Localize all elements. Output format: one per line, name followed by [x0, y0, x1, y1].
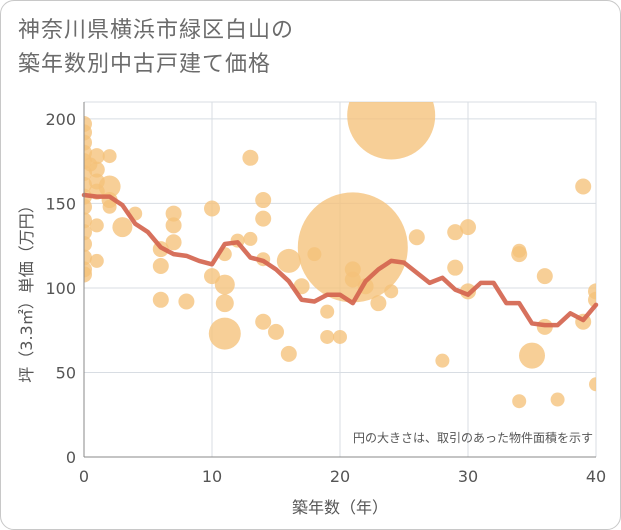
bubble-16: [88, 148, 105, 165]
bubble-39: [215, 294, 234, 313]
tick-labels: 0 10 20 30 40 0 50 100 150 200: [45, 110, 606, 486]
trend-line: [81, 192, 599, 328]
bubble-61: [384, 284, 399, 299]
bubble-80: [589, 377, 596, 392]
bubble-25: [102, 199, 117, 214]
bubble-66: [447, 259, 464, 276]
chart-title: 神奈川県横浜市緑区白山の 築年数別中古戸建て価格: [18, 14, 418, 82]
bubble-73: [536, 268, 553, 285]
bubble-65: [447, 224, 464, 241]
x-tick-label-0: 0: [79, 467, 89, 486]
bubble-31: [165, 205, 182, 222]
bubble-60: [370, 295, 387, 312]
bubble-53: [320, 304, 335, 319]
chart-title-line1: 神奈川県横浜市緑区白山の: [18, 18, 295, 43]
bubble-8: [84, 198, 92, 215]
bubble-48: [268, 323, 284, 340]
bubble-23: [98, 175, 121, 198]
bubble-70: [511, 246, 528, 263]
bubble-62: [347, 102, 436, 160]
bubble-26: [112, 217, 133, 238]
trend-series: [81, 192, 599, 328]
chart-title-line2: 築年数別中古戸建て価格: [18, 52, 272, 77]
x-tick-label-4: 40: [586, 467, 606, 486]
y-tick-label-2: 100: [45, 279, 76, 298]
bubble-56: [297, 192, 408, 303]
bubble-20: [89, 218, 104, 233]
x-axis-label: 築年数（年）: [292, 498, 388, 517]
bubble-21: [89, 253, 104, 268]
bubble-series: [84, 102, 596, 409]
bubble-63: [408, 229, 425, 246]
bubble-45: [255, 210, 272, 227]
bubble-55: [333, 329, 347, 344]
axes: [83, 102, 596, 458]
bubble-22: [102, 149, 117, 164]
bubble-33: [165, 234, 182, 251]
y-tick-label-3: 150: [45, 194, 76, 213]
bubble-54: [320, 329, 335, 344]
x-tick-label-2: 20: [330, 467, 350, 486]
bubble-34: [178, 293, 195, 310]
bubble-30: [152, 291, 169, 308]
bubble-72: [519, 342, 545, 369]
bubble-75: [550, 392, 565, 407]
y-axis-label: 坪（3.3㎡）単価（万円）: [17, 197, 36, 382]
bubble-49: [276, 248, 301, 273]
bubble-43: [243, 231, 258, 246]
size-note: 円の大きさは、取引のあった物件面積を示す: [353, 430, 593, 445]
y-tick-label-0: 0: [66, 448, 76, 467]
bubble-67: [460, 219, 476, 236]
x-tick-label-1: 10: [202, 467, 222, 486]
bubble-40: [208, 317, 241, 350]
bubble-44: [255, 192, 272, 209]
bubble-47: [255, 313, 272, 330]
bubble-38: [214, 274, 235, 295]
bubble-17: [88, 161, 105, 178]
y-tick-label-1: 50: [56, 363, 76, 382]
bubble-71: [512, 394, 527, 409]
bubble-11: [84, 236, 92, 252]
bubble-32: [165, 217, 182, 234]
bubble-29: [152, 257, 169, 274]
bubble-50: [280, 345, 297, 362]
bubble-35: [204, 200, 220, 217]
bubble-58: [344, 271, 361, 288]
bubble-42: [242, 149, 259, 166]
bubble-14: [84, 266, 92, 283]
x-tick-label-3: 30: [458, 467, 478, 486]
bubble-10: [84, 224, 92, 241]
bubble-64: [435, 353, 450, 368]
y-tick-label-4: 200: [45, 110, 76, 129]
bubble-76: [575, 178, 592, 195]
